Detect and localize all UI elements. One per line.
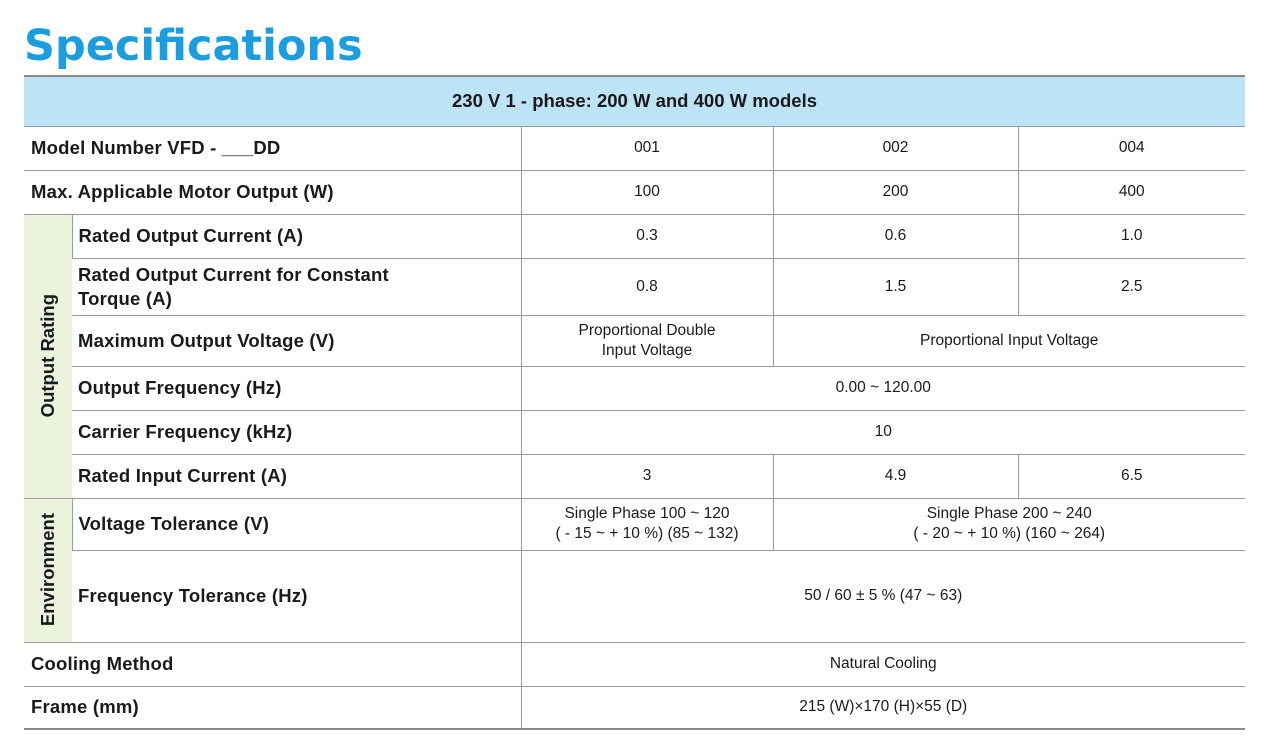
table-row: Max. Applicable Motor Output (W) 100 200… bbox=[24, 169, 1245, 215]
cell-frequency-tolerance: 50 / 60 ± 5 % (47 ~ 63) bbox=[520, 549, 1245, 643]
table-caption: 230 V 1 - phase: 200 W and 400 W models bbox=[24, 75, 1245, 127]
table-row: Cooling Method Natural Cooling bbox=[24, 641, 1245, 687]
row-label-output-frequency: Output Frequency (Hz) bbox=[72, 365, 521, 411]
cell-carrier-frequency: 10 bbox=[520, 409, 1245, 455]
row-label-rated-output-current: Rated Output Current (A) bbox=[71, 213, 521, 259]
group-label-environment: Environment bbox=[36, 513, 58, 627]
cell-ct-current-004: 2.5 bbox=[1017, 257, 1245, 316]
cell-max-voltage-001: Proportional Double Input Voltage bbox=[520, 314, 773, 367]
cell-motor-004: 400 bbox=[1017, 169, 1245, 215]
table-row: Output Rating Rated Output Current (A) 0… bbox=[24, 213, 1245, 499]
group-label-output-rating: Output Rating bbox=[36, 294, 58, 418]
cell-input-current-001: 3 bbox=[520, 453, 773, 499]
value-line: ( - 20 ~ + 10 %) (160 ~ 264) bbox=[913, 525, 1106, 542]
value-line: Single Phase 100 ~ 120 bbox=[564, 505, 730, 522]
cell-model-002: 002 bbox=[772, 125, 1018, 171]
value-line: Input Voltage bbox=[601, 341, 693, 359]
cell-model-004: 004 bbox=[1017, 125, 1245, 171]
cell-rated-current-004: 1.0 bbox=[1017, 213, 1245, 259]
cell-max-voltage-002-004: Proportional Input Voltage bbox=[772, 314, 1245, 367]
table-row: Carrier Frequency (kHz) 10 bbox=[24, 409, 1245, 455]
cell-motor-001: 100 bbox=[520, 169, 773, 215]
cell-ct-current-002: 1.5 bbox=[772, 257, 1018, 316]
label-line: Torque (A) bbox=[78, 287, 173, 309]
table-row: Frequency Tolerance (Hz) 50 / 60 ± 5 % (… bbox=[24, 549, 1245, 643]
cell-cooling-method: Natural Cooling bbox=[520, 641, 1245, 687]
cell-rated-current-001: 0.3 bbox=[520, 213, 773, 259]
table-row: Maximum Output Voltage (V) Proportional … bbox=[24, 314, 1245, 367]
value-line: Single Phase 200 ~ 240 bbox=[926, 505, 1092, 522]
row-label-cooling-method: Cooling Method bbox=[24, 641, 521, 687]
specifications-table: 230 V 1 - phase: 200 W and 400 W models … bbox=[24, 75, 1245, 730]
label-line: Rated Output Current for Constant bbox=[78, 263, 389, 285]
cell-frame: 215 (W)×170 (H)×55 (D) bbox=[520, 685, 1245, 730]
cell-motor-002: 200 bbox=[772, 169, 1018, 215]
row-label-frame: Frame (mm) bbox=[24, 685, 521, 730]
row-label-frequency-tolerance: Frequency Tolerance (Hz) bbox=[72, 549, 521, 643]
value-line: Proportional Double bbox=[578, 321, 716, 339]
table-row: Rated Output Current for Constant Torque… bbox=[24, 257, 1245, 316]
row-label-voltage-tolerance: Voltage Tolerance (V) bbox=[71, 497, 521, 551]
cell-voltage-tolerance-001: Single Phase 100 ~ 120 ( - 15 ~ + 10 %) … bbox=[520, 497, 773, 551]
cell-rated-current-002: 0.6 bbox=[772, 213, 1018, 259]
cell-ct-current-001: 0.8 bbox=[520, 257, 773, 316]
row-label-max-output-voltage: Maximum Output Voltage (V) bbox=[72, 314, 521, 367]
row-label-rated-current-constant-torque: Rated Output Current for Constant Torque… bbox=[72, 257, 521, 316]
row-label-carrier-frequency: Carrier Frequency (kHz) bbox=[72, 409, 521, 455]
table-row: Model Number VFD - ___DD 001 002 004 bbox=[24, 125, 1245, 171]
table-row: Environment Voltage Tolerance (V) Single… bbox=[24, 497, 1245, 643]
cell-input-current-002: 4.9 bbox=[772, 453, 1018, 499]
table-row: Rated Input Current (A) 3 4.9 6.5 bbox=[24, 453, 1245, 499]
row-label-model-number: Model Number VFD - ___DD bbox=[24, 125, 521, 171]
group-environment: Environment bbox=[24, 497, 72, 643]
cell-input-current-004: 6.5 bbox=[1017, 453, 1245, 499]
cell-voltage-tolerance-002-004: Single Phase 200 ~ 240 ( - 20 ~ + 10 %) … bbox=[772, 497, 1245, 551]
table-row: Output Frequency (Hz) 0.00 ~ 120.00 bbox=[24, 365, 1245, 411]
cell-output-frequency: 0.00 ~ 120.00 bbox=[520, 365, 1245, 411]
table-caption-row: 230 V 1 - phase: 200 W and 400 W models bbox=[24, 75, 1245, 127]
row-label-rated-input-current: Rated Input Current (A) bbox=[72, 453, 521, 499]
row-label-motor-output: Max. Applicable Motor Output (W) bbox=[24, 169, 521, 215]
table-row: Frame (mm) 215 (W)×170 (H)×55 (D) bbox=[24, 685, 1245, 730]
page-title: Specifications bbox=[24, 21, 363, 71]
group-output-rating: Output Rating bbox=[24, 213, 72, 499]
value-line: ( - 15 ~ + 10 %) (85 ~ 132) bbox=[555, 525, 739, 542]
cell-model-001: 001 bbox=[520, 125, 773, 171]
